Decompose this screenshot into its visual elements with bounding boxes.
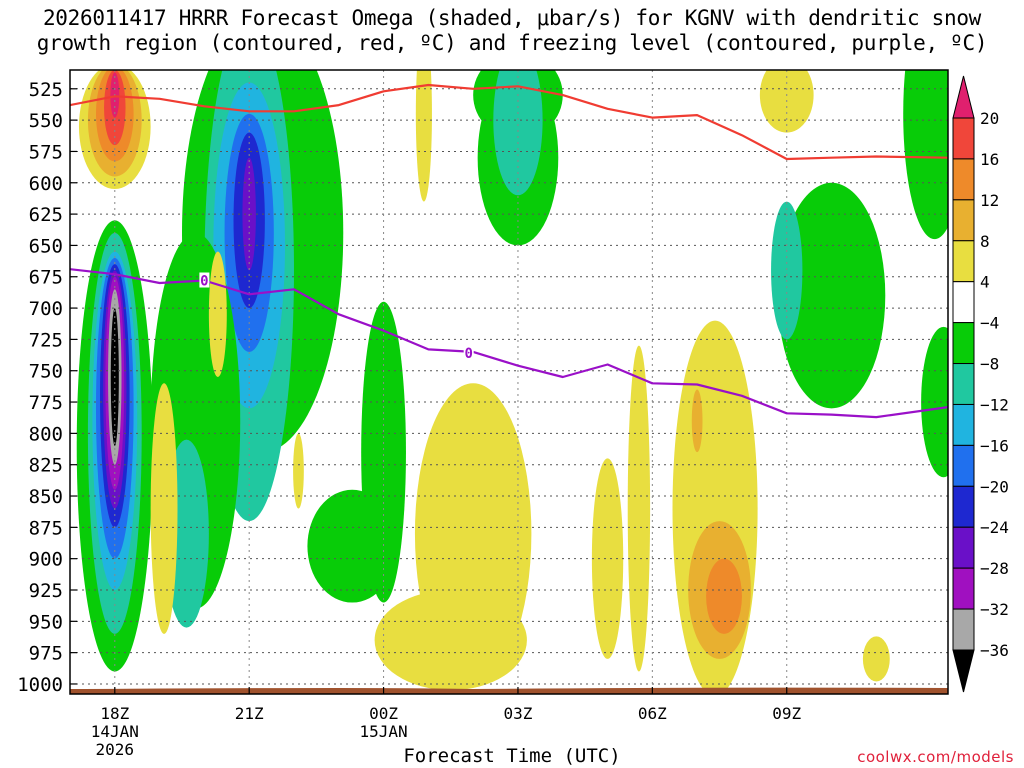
colorbar-label: −12 — [980, 395, 1009, 414]
y-tick-label: 925 — [29, 580, 63, 602]
freezing-level-label: 0 — [200, 274, 208, 290]
x-tick-label: 00Z — [369, 704, 398, 723]
y-tick-label: 575 — [29, 141, 63, 163]
colorbar-label: −32 — [980, 600, 1009, 619]
omega-region-27 — [777, 182, 886, 409]
colorbar-band — [952, 608, 975, 651]
y-tick-label: 700 — [29, 298, 63, 320]
colorbar-band — [952, 199, 975, 242]
x-tick-label: 09Z — [772, 704, 801, 723]
y-tick-label: 550 — [29, 110, 63, 132]
colorbar-band — [952, 403, 975, 446]
colorbar-arrow-bottom — [952, 649, 975, 693]
omega-region-23 — [307, 489, 398, 603]
y-tick-label: 675 — [29, 267, 63, 289]
colorbar-arrow-top — [952, 75, 975, 119]
y-tick-label: 900 — [29, 549, 63, 571]
omega-region-31 — [150, 383, 178, 634]
colorbar-label: −20 — [980, 477, 1009, 496]
colorbar-band — [952, 158, 975, 201]
y-tick-label: 950 — [29, 611, 63, 633]
x-tick-label: 06Z — [638, 704, 667, 723]
colorbar-band — [952, 485, 975, 528]
colorbar-label: 20 — [980, 109, 999, 128]
x-tick-label: 2026 — [96, 740, 135, 759]
freezing-label-bg — [199, 272, 210, 288]
credit-text: coolwx.com/models — [857, 748, 1014, 766]
chart-title: 2026011417 HRRR Forecast Omega (shaded, … — [0, 6, 1024, 56]
y-tick-label: 775 — [29, 392, 63, 414]
x-tick-label: 15JAN — [359, 722, 407, 741]
freezing-level-line — [70, 268, 948, 419]
colorbar-label: −24 — [980, 518, 1009, 537]
colorbar-band — [952, 363, 975, 405]
terrain-strip — [70, 687, 948, 694]
y-tick-label: 650 — [29, 235, 63, 257]
plot-frame — [69, 69, 949, 695]
colorbar-band — [952, 281, 975, 324]
colorbar-label: −16 — [980, 436, 1009, 455]
grid — [70, 70, 948, 694]
y-tick-label: 625 — [29, 204, 63, 226]
colorbar-label: 8 — [980, 232, 990, 251]
y-tick-label: 875 — [29, 517, 63, 539]
freezing-label-bg — [463, 345, 474, 361]
y-tick-label: 750 — [29, 361, 63, 383]
x-tick-label: 18Z — [100, 704, 129, 723]
omega-region-41 — [706, 558, 742, 634]
omega-region-30 — [903, 70, 948, 240]
omega-region-44 — [862, 636, 890, 682]
y-tick-label: 975 — [29, 643, 63, 665]
colorbar-label: −28 — [980, 559, 1009, 578]
contour-lines: 00 — [70, 83, 948, 419]
y-tick-label: 1000 — [17, 674, 63, 696]
colorbar-label: 4 — [980, 273, 990, 292]
colorbar-band — [952, 117, 975, 160]
y-tick-label: 600 — [29, 173, 63, 195]
colorbar-label: 12 — [980, 191, 999, 210]
colorbar-band — [952, 322, 975, 365]
chart-title-line1: 2026011417 HRRR Forecast Omega (shaded, … — [42, 6, 982, 30]
colorbar-band — [952, 240, 975, 283]
colorbar-band — [952, 567, 975, 610]
x-axis-label: Forecast Time (UTC) — [403, 745, 621, 767]
y-tick-label: 850 — [29, 486, 63, 508]
x-tick-label: 03Z — [504, 704, 533, 723]
omega-region-33 — [293, 433, 304, 509]
x-tick-label: 21Z — [235, 704, 264, 723]
omega-region-37 — [591, 458, 624, 659]
colorbar-band — [952, 526, 975, 569]
omega-region-36 — [374, 590, 527, 691]
y-axis: 525 550 575 600 625 650 675 700 725 750 775 800 825 8… — [17, 79, 77, 696]
colorbar-label: 16 — [980, 150, 999, 169]
chart-title-line2: growth region (contoured, red, ºC) and f… — [36, 31, 988, 55]
omega-region-28 — [771, 201, 803, 340]
colorbar-label: −4 — [980, 314, 999, 333]
omega-region-34 — [415, 70, 432, 202]
omega-region-32 — [208, 251, 227, 377]
dgz-contour-line — [70, 83, 948, 161]
colorbar-label: −8 — [980, 355, 999, 374]
y-tick-label: 825 — [29, 455, 63, 477]
omega-region-26 — [493, 70, 543, 196]
y-tick-label: 525 — [29, 79, 63, 101]
colorbar-label: −36 — [980, 641, 1009, 660]
y-tick-label: 800 — [29, 423, 63, 445]
x-tick-label: 14JAN — [91, 722, 139, 741]
colorbar: 20 16 12 8 4 −4 −8 −12 −16 −20 −24 −28 −32 −36 — [952, 75, 1009, 693]
y-tick-label: 725 — [29, 329, 63, 351]
omega-region-38 — [627, 345, 651, 672]
colorbar-band — [952, 444, 975, 487]
freezing-level-label: 0 — [464, 346, 472, 362]
omega-region-42 — [691, 389, 703, 453]
